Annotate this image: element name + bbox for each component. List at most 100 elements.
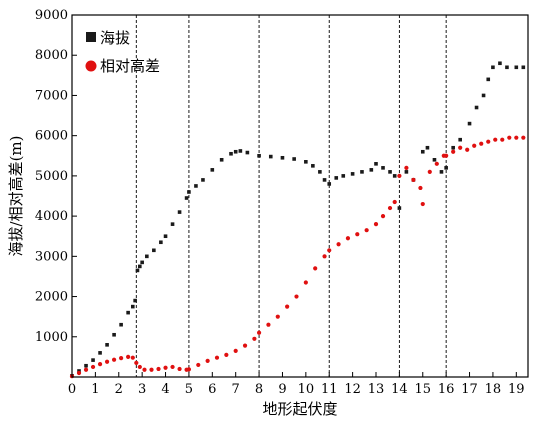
point-s0-57 [458,137,462,142]
point-s1-6 [111,357,117,362]
point-s0-25 [219,158,224,162]
point-s1-8 [126,354,131,359]
point-s0-63 [498,61,502,66]
point-s0-33 [292,157,296,161]
x-axis-title: 地形起伏度 [262,400,337,418]
x-tick-label-12: 12 [344,382,361,397]
point-s1-34 [322,254,327,259]
x-tick-label-17: 17 [461,382,478,397]
point-s1-15 [163,365,168,370]
point-s0-27 [233,149,238,154]
point-s1-12 [142,367,147,372]
point-s0-5 [105,343,109,347]
y-tick-label-4: 5000 [35,169,68,184]
point-s1-17 [177,366,182,372]
point-s0-42 [360,170,364,174]
point-s1-26 [252,336,257,341]
point-s1-50 [434,161,439,166]
point-s1-54 [458,145,463,150]
point-s0-8 [126,310,130,315]
point-s0-62 [491,65,495,70]
series-0 [70,61,526,378]
point-s1-60 [500,137,505,142]
point-s1-2 [83,367,89,372]
point-s1-61 [507,135,512,140]
x-tick-label-10: 10 [298,382,315,397]
point-s0-34 [304,160,308,164]
point-s0-52 [425,145,430,150]
point-s0-17 [163,234,168,239]
point-s0-30 [257,153,261,158]
point-s0-38 [327,182,332,186]
y-tick-label-8: 9000 [35,8,68,23]
legend: 海拔 相对高差 [85,29,160,75]
point-s1-20 [196,362,201,368]
point-s0-32 [280,155,285,160]
point-s0-11 [135,268,140,273]
point-s0-29 [245,150,250,155]
y-tick-label-2: 3000 [35,249,68,264]
point-s1-58 [486,139,491,144]
x-tick-label-16: 16 [438,382,455,397]
y-tick-label-0: 1000 [35,330,68,345]
point-s0-54 [439,170,444,174]
x-tick-label-11: 11 [321,382,338,397]
point-s1-13 [149,367,154,372]
x-tick-label-5: 5 [185,382,193,397]
point-s0-36 [318,170,322,174]
point-s1-4 [97,362,103,367]
x-tick-label-6: 6 [208,382,216,397]
point-s1-35 [327,248,332,253]
point-s1-19 [186,367,192,372]
point-s1-3 [90,364,96,370]
legend-marker-elevation [86,32,96,42]
series-layer [69,61,526,379]
point-s0-51 [420,149,425,154]
point-s0-58 [467,121,472,126]
point-s0-3 [91,358,95,362]
point-s1-46 [411,177,416,183]
point-s0-20 [184,196,189,200]
series-1 [69,135,526,379]
point-s0-40 [341,174,346,178]
point-s1-40 [373,222,379,227]
point-s0-18 [170,222,175,226]
point-s0-44 [374,162,378,166]
x-tick-label-18: 18 [485,382,502,397]
x-tick-label-19: 19 [508,382,525,397]
y-tick-label-3: 4000 [35,209,68,224]
point-s1-44 [397,173,402,178]
point-s0-39 [334,176,339,180]
point-s1-38 [355,232,360,237]
point-s1-56 [472,143,477,148]
point-s1-45 [404,165,409,170]
y-tick-label-6: 7000 [35,88,68,103]
point-s1-48 [420,201,425,207]
point-s0-2 [84,363,88,368]
point-s0-41 [350,172,355,176]
x-tick-label-3: 3 [138,382,146,397]
ticks: 0 1 2 3 4 5 6 7 8 9 10 11 12 13 14 15 16 17 18 191000200030… [35,8,525,397]
y-axis-title: 海拔/相对高差(m) [7,136,25,257]
point-s0-13 [140,260,144,265]
point-s0-12 [138,264,142,269]
point-s0-24 [210,168,215,172]
x-tick-label-13: 13 [368,382,385,397]
point-s0-10 [133,298,137,303]
point-s0-14 [145,254,149,259]
point-s0-56 [451,145,455,150]
point-s1-25 [242,343,248,348]
x-tick-label-0: 0 [68,382,76,397]
point-s0-7 [119,322,123,327]
point-s0-59 [474,105,479,110]
point-s1-57 [479,141,484,146]
point-s0-28 [238,149,243,153]
point-s1-23 [224,352,229,357]
point-s1-10 [134,360,139,366]
point-s0-31 [268,154,273,159]
point-s1-24 [233,348,238,353]
point-s0-23 [201,178,205,182]
legend-label-elevation: 海拔 [100,29,130,47]
point-s0-6 [112,332,116,337]
